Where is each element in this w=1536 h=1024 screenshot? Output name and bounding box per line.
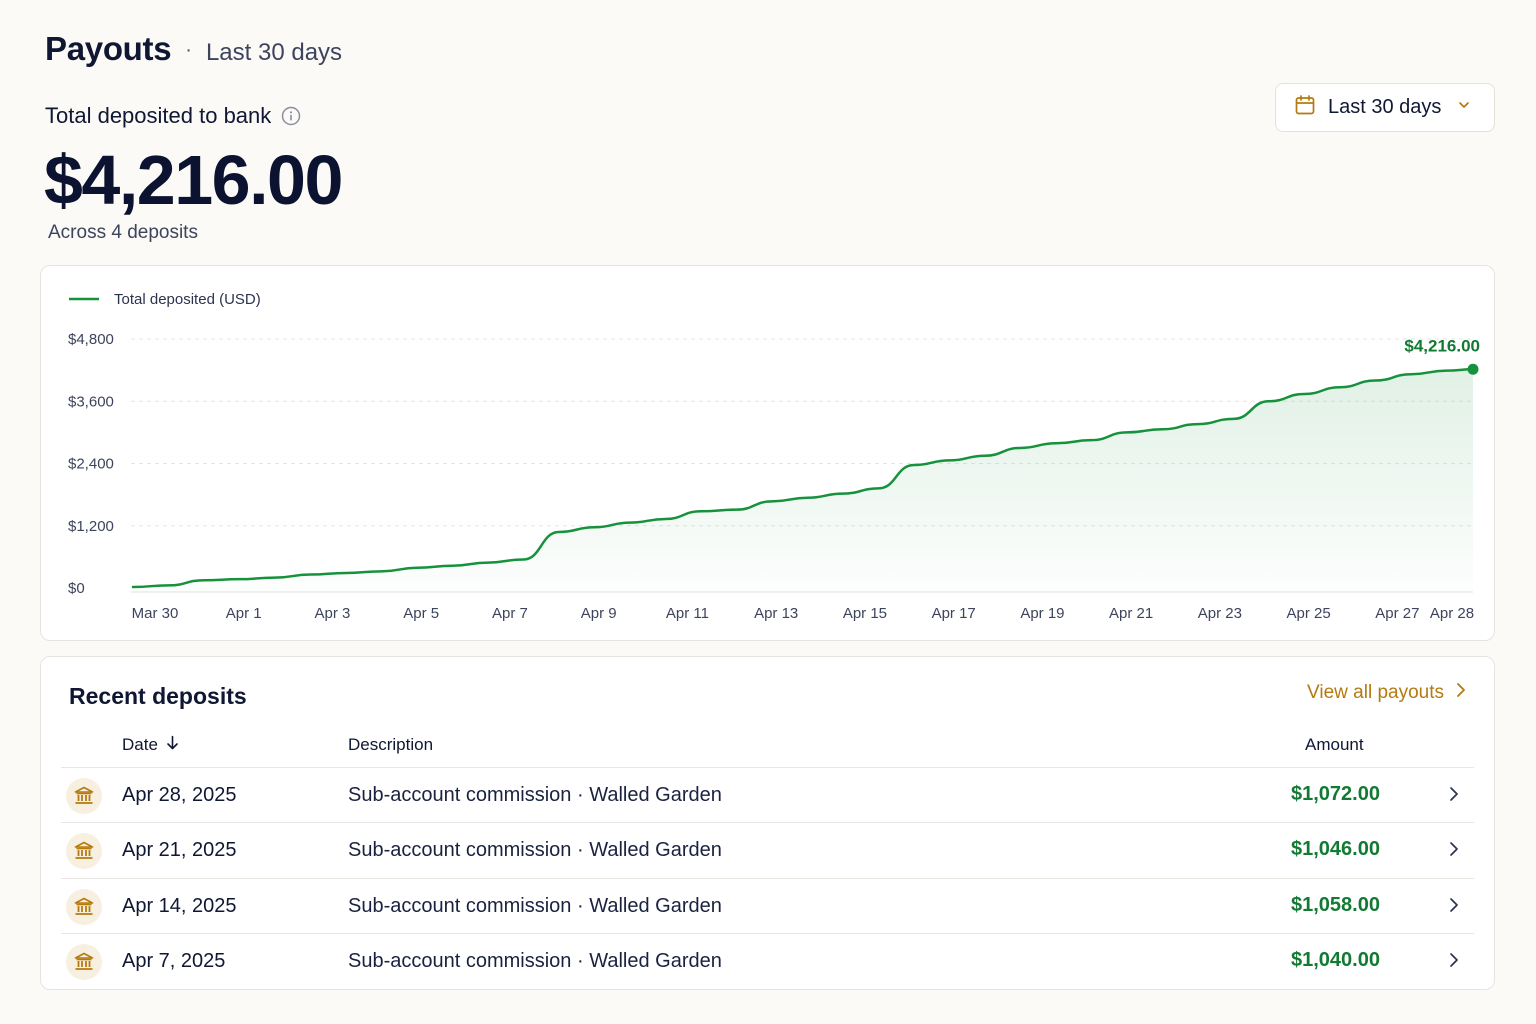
chevron-right-icon (1448, 785, 1460, 808)
deposit-description: Sub-account commission · Walled Garden (348, 839, 722, 861)
table-row[interactable]: Apr 14, 2025 Sub-account commission · Wal… (61, 878, 1474, 933)
total-label-row: Total deposited to bank (45, 103, 301, 129)
legend-label: Total deposited (USD) (114, 291, 261, 308)
y-tick-label: $4,800 (68, 331, 114, 348)
chevron-down-icon (1457, 98, 1471, 117)
bank-icon (66, 833, 102, 869)
column-header-amount: Amount (1305, 735, 1364, 754)
bank-icon (66, 778, 102, 814)
x-tick-label: Apr 17 (932, 605, 976, 622)
table-row[interactable]: Apr 21, 2025 Sub-account commission · Wal… (61, 822, 1474, 877)
deposit-date: Apr 28, 2025 (122, 784, 237, 806)
page-title: Payouts (45, 30, 172, 67)
y-tick-label: $2,400 (68, 456, 114, 473)
sort-down-icon (166, 735, 179, 755)
y-tick-label: $0 (68, 580, 85, 597)
table-row[interactable]: Apr 28, 2025 Sub-account commission · Wal… (61, 767, 1474, 822)
chart-legend: Total deposited (USD) (69, 291, 261, 308)
x-tick-label: Apr 3 (315, 605, 351, 622)
x-tick-label: Apr 23 (1198, 605, 1242, 622)
title-separator: · (185, 39, 192, 61)
view-all-payouts-link[interactable]: View all payouts (1307, 682, 1468, 704)
y-axis: $0 $1,200 $2,400 $3,600 $4,800 (68, 331, 114, 597)
x-tick-label: Apr 28 (1430, 605, 1474, 622)
x-tick-label: Apr 27 (1375, 605, 1419, 622)
column-header-description: Description (348, 735, 434, 754)
chevron-right-icon (1448, 840, 1460, 863)
x-tick-label: Apr 13 (754, 605, 798, 622)
deposit-date: Apr 14, 2025 (122, 895, 237, 917)
bank-icon (66, 944, 102, 980)
recent-deposits-card: Recent deposits View all payouts Date De… (40, 656, 1495, 990)
deposit-amount: $1,040.00 (1291, 949, 1380, 971)
view-all-label: View all payouts (1307, 682, 1444, 703)
x-tick-label: Apr 9 (581, 605, 617, 622)
x-tick-label: Mar 30 (132, 605, 179, 622)
series-area (133, 369, 1473, 592)
table-row[interactable]: Apr 7, 2025 Sub-account commission · Wall… (61, 933, 1474, 988)
deposit-date: Apr 7, 2025 (122, 950, 226, 972)
x-axis: Mar 30 Apr 1 Apr 3 Apr 5 Apr 7 Apr 9 Apr 11 Apr… (132, 605, 1474, 622)
deposits-chart: Total deposited (USD) $0 $1,200 $2,400 $3,6… (68, 291, 1480, 622)
info-icon[interactable] (281, 106, 301, 126)
x-tick-label: Apr 5 (403, 605, 439, 622)
column-header-date[interactable]: Date (122, 735, 179, 755)
recent-deposits-title: Recent deposits (69, 683, 247, 709)
bank-icon (66, 889, 102, 925)
total-label: Total deposited to bank (45, 103, 272, 128)
deposit-description: Sub-account commission · Walled Garden (348, 895, 722, 917)
y-tick-label: $1,200 (68, 518, 114, 535)
chevron-right-icon (1454, 682, 1468, 704)
x-tick-label: Apr 11 (666, 605, 709, 622)
deposit-amount: $1,046.00 (1291, 838, 1380, 860)
date-range-label: Last 30 days (1328, 96, 1442, 118)
x-tick-label: Apr 25 (1287, 605, 1331, 622)
date-range-dropdown[interactable]: Last 30 days (1275, 83, 1495, 132)
calendar-icon (1294, 94, 1316, 121)
deposits-chart-card: Total deposited (USD) $0 $1,200 $2,400 $3,6… (40, 265, 1495, 641)
series-line (131, 368, 1475, 589)
chevron-right-icon (1448, 951, 1460, 974)
x-tick-label: Apr 21 (1109, 605, 1153, 622)
end-point-marker (1467, 363, 1479, 375)
x-tick-label: Apr 15 (843, 605, 887, 622)
x-tick-label: Apr 19 (1020, 605, 1064, 622)
total-amount: $4,216.00 (44, 141, 343, 219)
deposit-description: Sub-account commission · Walled Garden (348, 784, 722, 806)
page-header: Payouts · Last 30 days (45, 30, 342, 68)
x-tick-label: Apr 1 (226, 605, 262, 622)
deposit-amount: $1,058.00 (1291, 894, 1380, 916)
deposit-amount: $1,072.00 (1291, 783, 1380, 805)
end-value-label: $4,216.00 (1404, 336, 1480, 355)
x-tick-label: Apr 7 (492, 605, 528, 622)
y-tick-label: $3,600 (68, 393, 114, 410)
chevron-right-icon (1448, 896, 1460, 919)
page-subtitle: Last 30 days (205, 39, 343, 66)
column-header-date-label: Date (122, 735, 158, 754)
deposit-description: Sub-account commission · Walled Garden (348, 950, 722, 972)
deposit-count: Across 4 deposits (48, 222, 198, 243)
deposit-date: Apr 21, 2025 (122, 839, 237, 861)
